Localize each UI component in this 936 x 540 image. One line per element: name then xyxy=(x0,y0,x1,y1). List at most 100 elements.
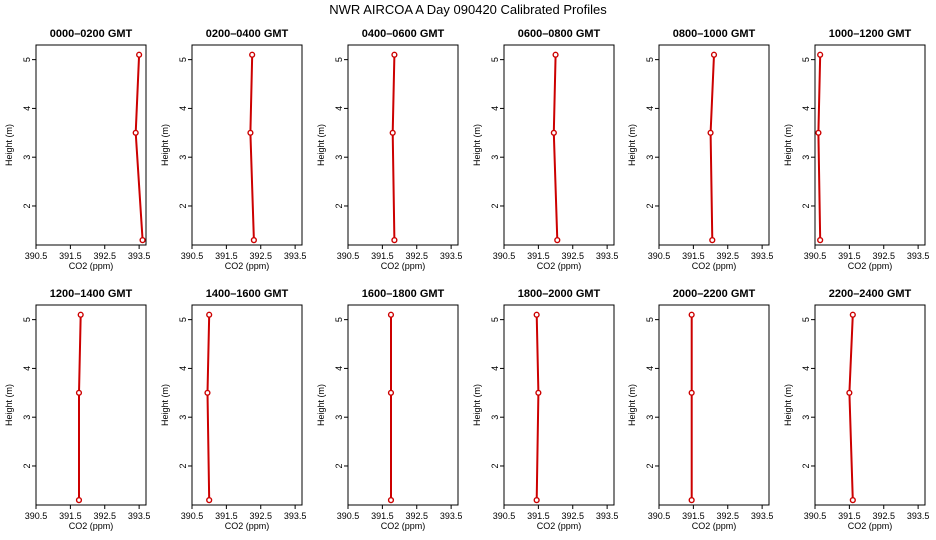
profile-panel: 1200–1400 GMT 390.5 391.5 392.5 393.5 2 3 4 5 CO2… xyxy=(4,288,150,531)
data-point xyxy=(75,389,83,396)
y-tick-label: 2 xyxy=(490,203,500,208)
x-tick-label: 390.5 xyxy=(648,511,671,521)
y-tick-label: 5 xyxy=(22,57,32,62)
x-tick-label: 393.5 xyxy=(751,251,774,261)
data-point xyxy=(391,51,398,58)
data-point xyxy=(552,51,559,58)
data-point xyxy=(136,51,143,58)
x-tick-label: 391.5 xyxy=(527,511,550,521)
y-tick-label: 2 xyxy=(645,463,655,468)
data-point xyxy=(206,311,213,318)
x-axis-label: CO2 (ppm) xyxy=(692,261,737,271)
x-tick-label: 391.5 xyxy=(682,511,705,521)
y-tick-label: 4 xyxy=(22,106,32,111)
profile-line xyxy=(552,54,559,241)
profile-line xyxy=(817,54,822,241)
data-point xyxy=(391,237,398,244)
panel-title: 2000–2200 GMT xyxy=(673,288,756,300)
panel-title: 1600–1800 GMT xyxy=(362,288,445,300)
panel-title: 0000–0200 GMT xyxy=(50,28,133,40)
y-tick-label: 2 xyxy=(334,203,344,208)
x-tick-label: 392.5 xyxy=(561,251,584,261)
panel-title: 1000–1200 GMT xyxy=(829,28,912,40)
x-axis-label: CO2 (ppm) xyxy=(69,521,114,531)
y-axis-label: Height (m) xyxy=(627,384,637,426)
data-point xyxy=(707,129,714,136)
panel-title: 0400–0600 GMT xyxy=(362,28,445,40)
y-tick-label: 4 xyxy=(334,106,344,111)
panel-grid: 0000–0200 GMT 390.5 391.5 392.5 393.5 2 3 4 5 CO2… xyxy=(4,28,929,531)
x-tick-label: 390.5 xyxy=(337,251,360,261)
y-axis-label: Height (m) xyxy=(4,124,14,166)
x-tick-label: 391.5 xyxy=(838,511,861,521)
plot-frame xyxy=(347,304,459,506)
figure-title: NWR AIRCOA A Day 090420 Calibrated Profi… xyxy=(329,2,607,17)
x-tick-label: 393.5 xyxy=(751,511,774,521)
y-tick-label: 5 xyxy=(334,57,344,62)
x-axis-label: CO2 (ppm) xyxy=(381,261,426,271)
y-axis-label: Height (m) xyxy=(627,124,637,166)
panel-title: 1400–1600 GMT xyxy=(206,288,289,300)
x-tick-label: 390.5 xyxy=(804,511,827,521)
data-point xyxy=(77,311,84,318)
y-tick-label: 3 xyxy=(178,415,188,420)
profile-panel: 1000–1200 GMT 390.5 391.5 392.5 393.5 2 3 4 5 CO2… xyxy=(783,28,929,271)
data-point xyxy=(250,237,257,244)
x-axis-label: CO2 (ppm) xyxy=(381,521,426,531)
y-tick-label: 4 xyxy=(645,366,655,371)
plot-frame xyxy=(503,44,615,246)
x-axis-label: CO2 (ppm) xyxy=(537,261,582,271)
x-tick-label: 390.5 xyxy=(337,511,360,521)
x-tick-label: 393.5 xyxy=(907,511,930,521)
data-point xyxy=(535,389,542,396)
x-tick-label: 391.5 xyxy=(527,251,550,261)
y-tick-label: 5 xyxy=(801,317,811,322)
y-tick-label: 5 xyxy=(22,317,32,322)
plot-frame xyxy=(658,304,770,506)
y-tick-label: 3 xyxy=(334,415,344,420)
y-tick-label: 4 xyxy=(801,106,811,111)
profile-line xyxy=(848,314,854,501)
data-point xyxy=(817,51,824,58)
profile-line xyxy=(78,314,82,501)
x-tick-label: 391.5 xyxy=(371,511,394,521)
plot-frame xyxy=(503,304,615,506)
data-point xyxy=(688,497,695,504)
panel-title: 2200–2400 GMT xyxy=(829,288,912,300)
y-tick-label: 3 xyxy=(178,155,188,160)
y-tick-label: 4 xyxy=(178,366,188,371)
x-tick-label: 393.5 xyxy=(128,251,151,261)
x-tick-label: 391.5 xyxy=(682,251,705,261)
data-point xyxy=(249,51,256,58)
x-tick-label: 391.5 xyxy=(59,251,82,261)
data-point xyxy=(387,311,395,318)
y-tick-label: 3 xyxy=(801,155,811,160)
y-axis-label: Height (m) xyxy=(160,124,170,166)
y-tick-label: 4 xyxy=(490,366,500,371)
panel-title: 0800–1000 GMT xyxy=(673,28,756,40)
x-tick-label: 390.5 xyxy=(804,251,827,261)
y-tick-label: 2 xyxy=(801,463,811,468)
x-tick-label: 393.5 xyxy=(596,251,619,261)
profile-line xyxy=(535,314,540,501)
y-tick-label: 5 xyxy=(645,317,655,322)
data-point xyxy=(817,237,824,244)
y-tick-label: 3 xyxy=(801,415,811,420)
data-point xyxy=(387,389,395,396)
y-tick-label: 2 xyxy=(178,203,188,208)
x-axis-label: CO2 (ppm) xyxy=(225,261,270,271)
data-point xyxy=(533,311,540,318)
plot-frame xyxy=(814,304,926,506)
y-tick-label: 5 xyxy=(334,317,344,322)
y-tick-label: 3 xyxy=(645,155,655,160)
y-tick-label: 3 xyxy=(490,155,500,160)
x-axis-label: CO2 (ppm) xyxy=(69,261,114,271)
x-tick-label: 390.5 xyxy=(25,251,48,261)
x-tick-label: 392.5 xyxy=(561,511,584,521)
y-tick-label: 5 xyxy=(490,317,500,322)
x-tick-label: 392.5 xyxy=(93,511,116,521)
panel-title: 0600–0800 GMT xyxy=(518,28,601,40)
x-tick-label: 390.5 xyxy=(25,511,48,521)
profile-panel: 2000–2200 GMT 390.5 391.5 392.5 393.5 2 3 4 5 CO2… xyxy=(627,288,773,531)
y-axis-label: Height (m) xyxy=(160,384,170,426)
